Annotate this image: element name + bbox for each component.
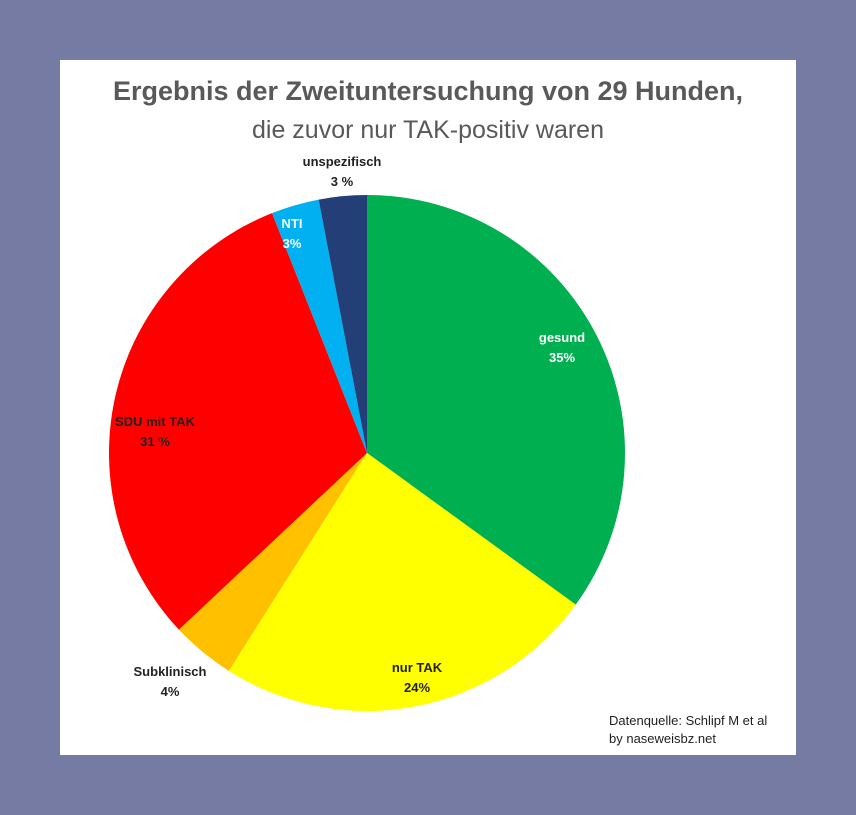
slice-name-sdu-mit-tak: SDU mit TAK [115,414,195,429]
slice-label-subklinisch: Subklinisch 4% [120,662,220,702]
pie-slice-nti [272,199,367,453]
slice-label-nur-tak: nur TAK 24% [367,658,467,698]
slice-value-sdu-mit-tak: 31 % [140,434,170,449]
pie-chart [109,195,626,712]
slice-label-sdu-mit-tak: SDU mit TAK 31 % [105,412,205,452]
slice-name-gesund: gesund [538,330,586,345]
slice-name-nur-tak: nur TAK [391,660,443,675]
slice-name-nti: NTI [281,216,303,231]
chart-panel: Ergebnis der Zweituntersuchung von 29 Hu… [60,60,796,755]
source-line-1: Datenquelle: Schlipf M et al [609,713,768,728]
slice-value-unspezifisch: 3 % [330,174,354,189]
slice-value-subklinisch: 4% [160,684,180,699]
chart-title: Ergebnis der Zweituntersuchung von 29 Hu… [112,76,744,106]
pie-slice-gesund [367,195,626,605]
chart-subtitle: die zuvor nur TAK-positiv waren [251,116,604,144]
slice-label-gesund: gesund 35% [512,328,612,368]
slice-name-subklinisch: Subklinisch [133,664,207,679]
slice-label-nti: NTI 3% [272,214,312,254]
slice-value-nti: 3% [282,236,302,251]
pie-slice-sdu-mit-tak [109,213,368,630]
slice-value-gesund: 35% [548,350,576,365]
slice-value-nur-tak: 24% [403,680,431,695]
pie-slice-subklinisch [178,453,367,671]
pie-slice-unspezifisch [318,195,367,453]
slice-name-unspezifisch: unspezifisch [302,154,382,169]
data-source-note: Datenquelle: Schlipf M et al by naseweis… [609,712,767,748]
source-line-2: by naseweisbz.net [609,731,716,746]
pie-slice-nur-tak [228,453,576,712]
slice-label-unspezifisch: unspezifisch 3 % [292,152,392,192]
